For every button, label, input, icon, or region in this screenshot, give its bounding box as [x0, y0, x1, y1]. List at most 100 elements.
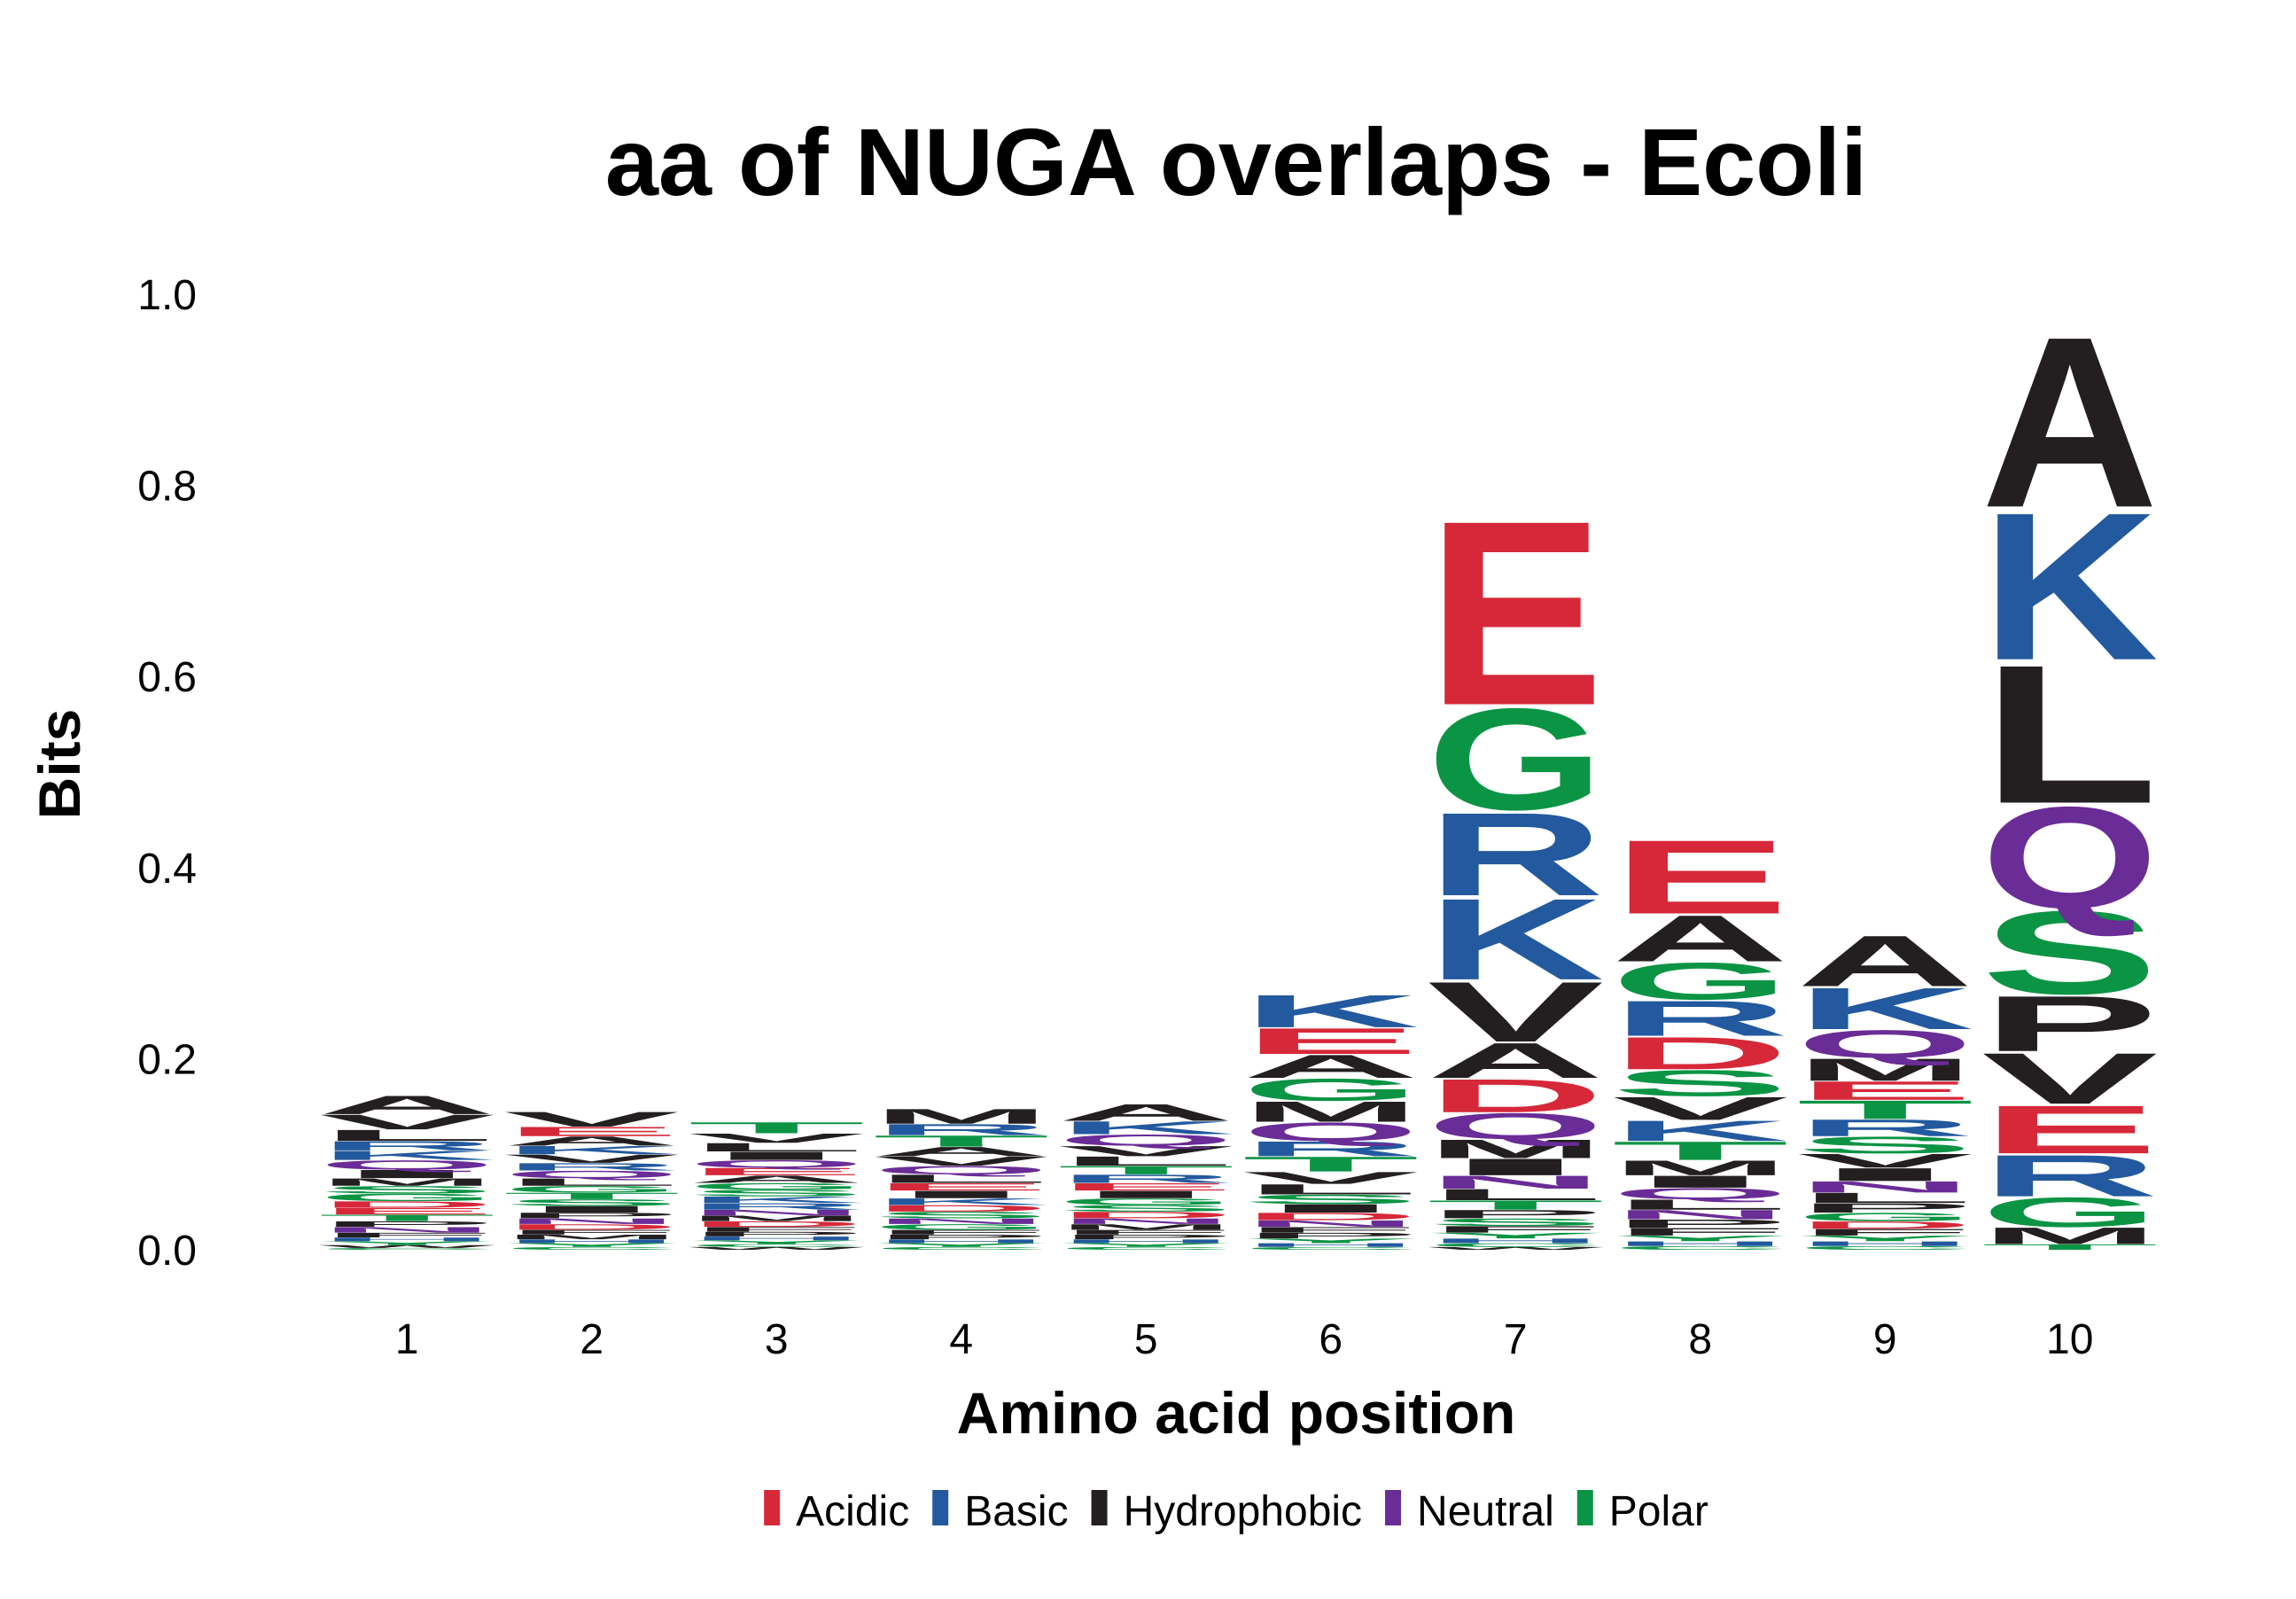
logo-letter: R	[1242, 1137, 1420, 1161]
logo-letter: T	[1057, 1164, 1234, 1177]
x-tick-label: 6	[1319, 1316, 1343, 1363]
logo-letter: H	[1612, 1240, 1789, 1247]
logo-letter: F	[1796, 1227, 1973, 1237]
logo-letter: C	[1427, 1242, 1604, 1248]
logo-letter: E	[873, 1181, 1050, 1192]
logo-letter: A	[1796, 921, 1973, 1002]
y-tick-label: 0.6	[137, 654, 197, 701]
logo-letter: R	[1427, 789, 1604, 921]
logo-letter: L	[503, 1176, 681, 1188]
logo-letter: F	[503, 1228, 681, 1236]
logo-letter: D	[1612, 1027, 1789, 1079]
logo-letter: H	[1242, 1242, 1420, 1248]
logo-letter: P	[1981, 979, 2159, 1068]
logo-letter: Q	[1242, 1117, 1420, 1146]
logo-letter: C	[318, 1247, 495, 1250]
logo-letter: Q	[873, 1164, 1050, 1177]
logo-letter: V	[1797, 1150, 1973, 1172]
logo-letter: I	[873, 1189, 1050, 1200]
logo-letter: G	[1057, 1197, 1234, 1207]
logo-letter: P	[503, 1211, 681, 1220]
logo-letter: H	[1427, 1237, 1604, 1244]
logo-letter: T	[1427, 1197, 1604, 1213]
legend-item: Acidic	[764, 1488, 909, 1535]
logo-letter: C	[688, 1244, 865, 1248]
legend-item: Basic	[932, 1488, 1069, 1535]
logo-letter: M	[318, 1176, 495, 1188]
logo-letter: Y	[503, 1242, 681, 1248]
logo-letter: F	[318, 1231, 495, 1238]
legend-item: Polar	[1576, 1488, 1708, 1535]
logo-letter: N	[1796, 1178, 1973, 1196]
logo-letter: R	[318, 1138, 495, 1153]
logo-letter: C	[873, 1246, 1050, 1251]
logo-letter: K	[1981, 468, 2159, 704]
logo-letter: K	[688, 1195, 865, 1205]
logo-letter: G	[1612, 952, 1789, 1011]
logo-letter: L	[1796, 1190, 1973, 1205]
y-tick-label: 0.8	[137, 464, 197, 511]
logo-letter: N	[1612, 1207, 1789, 1222]
logo-letter: M	[1057, 1222, 1234, 1231]
logo-letter: S	[1796, 1132, 1973, 1158]
y-tick-label: 0.2	[137, 1036, 197, 1083]
legend-swatch	[1091, 1490, 1108, 1525]
logo-letter: A	[1242, 1048, 1420, 1085]
x-tick-label: 9	[1873, 1316, 1897, 1363]
x-tick-label: 2	[580, 1316, 603, 1363]
logo-letter: R	[1057, 1172, 1234, 1185]
logo-letter: V	[1981, 1039, 2158, 1119]
logo-letter: V	[1242, 1168, 1419, 1188]
logo-letter: M	[503, 1233, 681, 1240]
logo-letter: K	[873, 1197, 1050, 1207]
logo-letter: A	[1612, 901, 1789, 975]
legend-label: Neutral	[1417, 1488, 1554, 1535]
logo-letter: S	[318, 1184, 495, 1196]
logo-letter: H	[688, 1236, 865, 1242]
logo-letter: M	[1981, 1222, 2159, 1249]
x-tick-label: 8	[1688, 1316, 1712, 1363]
logo-letter: A	[318, 1090, 495, 1119]
logo-letter: N	[873, 1217, 1050, 1226]
logo-letter: G	[873, 1222, 1050, 1231]
logo-letter: G	[1981, 1189, 2159, 1236]
logo-letter: Y	[688, 1239, 865, 1245]
logo-letter: K	[1242, 986, 1420, 1037]
logo-letter: E	[1427, 467, 1604, 760]
x-tick-label: 1	[395, 1316, 419, 1363]
logo-letter: N	[318, 1225, 495, 1234]
logo-letter: S	[1057, 1203, 1234, 1213]
legend: Acidic Basic Hydrophobic Neutral Polar	[764, 1488, 1708, 1535]
logo-letter: N	[1057, 1217, 1234, 1226]
logo-letter: R	[1981, 1143, 2159, 1209]
logo-letter: S	[1427, 1216, 1604, 1228]
logo-letter: V	[873, 1154, 1049, 1169]
x-tick-label: 3	[765, 1316, 789, 1363]
x-axis-ticks: 1 2 3 4 5 6 7 8 9 10	[395, 1316, 2094, 1363]
logo-letter: L	[1612, 1197, 1789, 1213]
logo-letter: N	[1427, 1172, 1604, 1192]
logo-letter: S	[1242, 1192, 1420, 1207]
logo-letter: T	[1612, 1136, 1789, 1166]
logo-letter: Y	[1612, 1234, 1789, 1243]
logo-letter: A	[688, 1174, 865, 1185]
logo-letter: K	[1057, 1118, 1234, 1138]
x-tick-label: 10	[2046, 1316, 2093, 1363]
logo-letter: V	[503, 1152, 680, 1166]
logo-letter: W	[689, 1246, 865, 1251]
logo-letter: P	[1057, 1233, 1234, 1240]
logo-letter: P	[688, 1230, 865, 1237]
logo-letter: H	[318, 1236, 495, 1243]
logo-letter: F	[1242, 1226, 1420, 1235]
logo-letter: M	[1612, 1156, 1789, 1180]
logo-letter: M	[688, 1214, 865, 1223]
legend-label: Polar	[1609, 1488, 1708, 1535]
logo-letter: Q	[688, 1158, 865, 1170]
logo-letter: K	[503, 1143, 681, 1157]
logo-letter: R	[873, 1120, 1050, 1138]
